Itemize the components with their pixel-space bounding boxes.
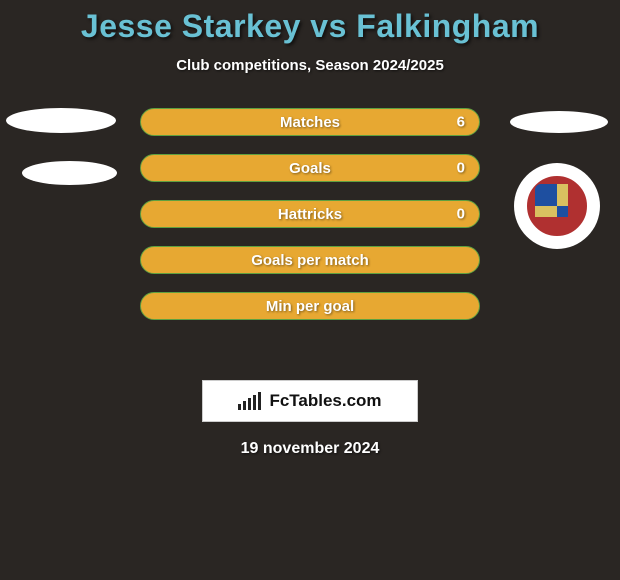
stat-label: Goals per match [251, 252, 369, 269]
stat-label: Goals [289, 160, 331, 177]
stat-value-right: 0 [457, 160, 465, 177]
stat-row-matches: Matches 6 [140, 108, 480, 136]
stat-value-right: 6 [457, 114, 465, 131]
brand-badge: FcTables.com [202, 380, 418, 422]
stats-area: Matches 6 Goals 0 Hattricks 0 Goals per … [0, 108, 620, 368]
stat-label: Matches [280, 114, 340, 131]
player-right-placeholder [510, 111, 608, 133]
brand-text: FcTables.com [269, 391, 381, 411]
stat-value-right: 0 [457, 206, 465, 223]
stat-row-goals: Goals 0 [140, 154, 480, 182]
player-left-placeholder-2 [22, 161, 117, 185]
stat-rows: Matches 6 Goals 0 Hattricks 0 Goals per … [140, 108, 480, 338]
stat-row-goals-per-match: Goals per match [140, 246, 480, 274]
player-left-placeholder-1 [6, 108, 116, 133]
club-crest-shield [521, 170, 593, 242]
date-label: 19 november 2024 [0, 440, 620, 458]
stat-label: Min per goal [266, 298, 354, 315]
stat-label: Hattricks [278, 206, 342, 223]
club-crest [514, 163, 600, 249]
subtitle: Club competitions, Season 2024/2025 [0, 57, 620, 74]
brand-bars-icon [238, 392, 263, 410]
stat-row-min-per-goal: Min per goal [140, 292, 480, 320]
stat-row-hattricks: Hattricks 0 [140, 200, 480, 228]
page-title: Jesse Starkey vs Falkingham [0, 0, 620, 45]
